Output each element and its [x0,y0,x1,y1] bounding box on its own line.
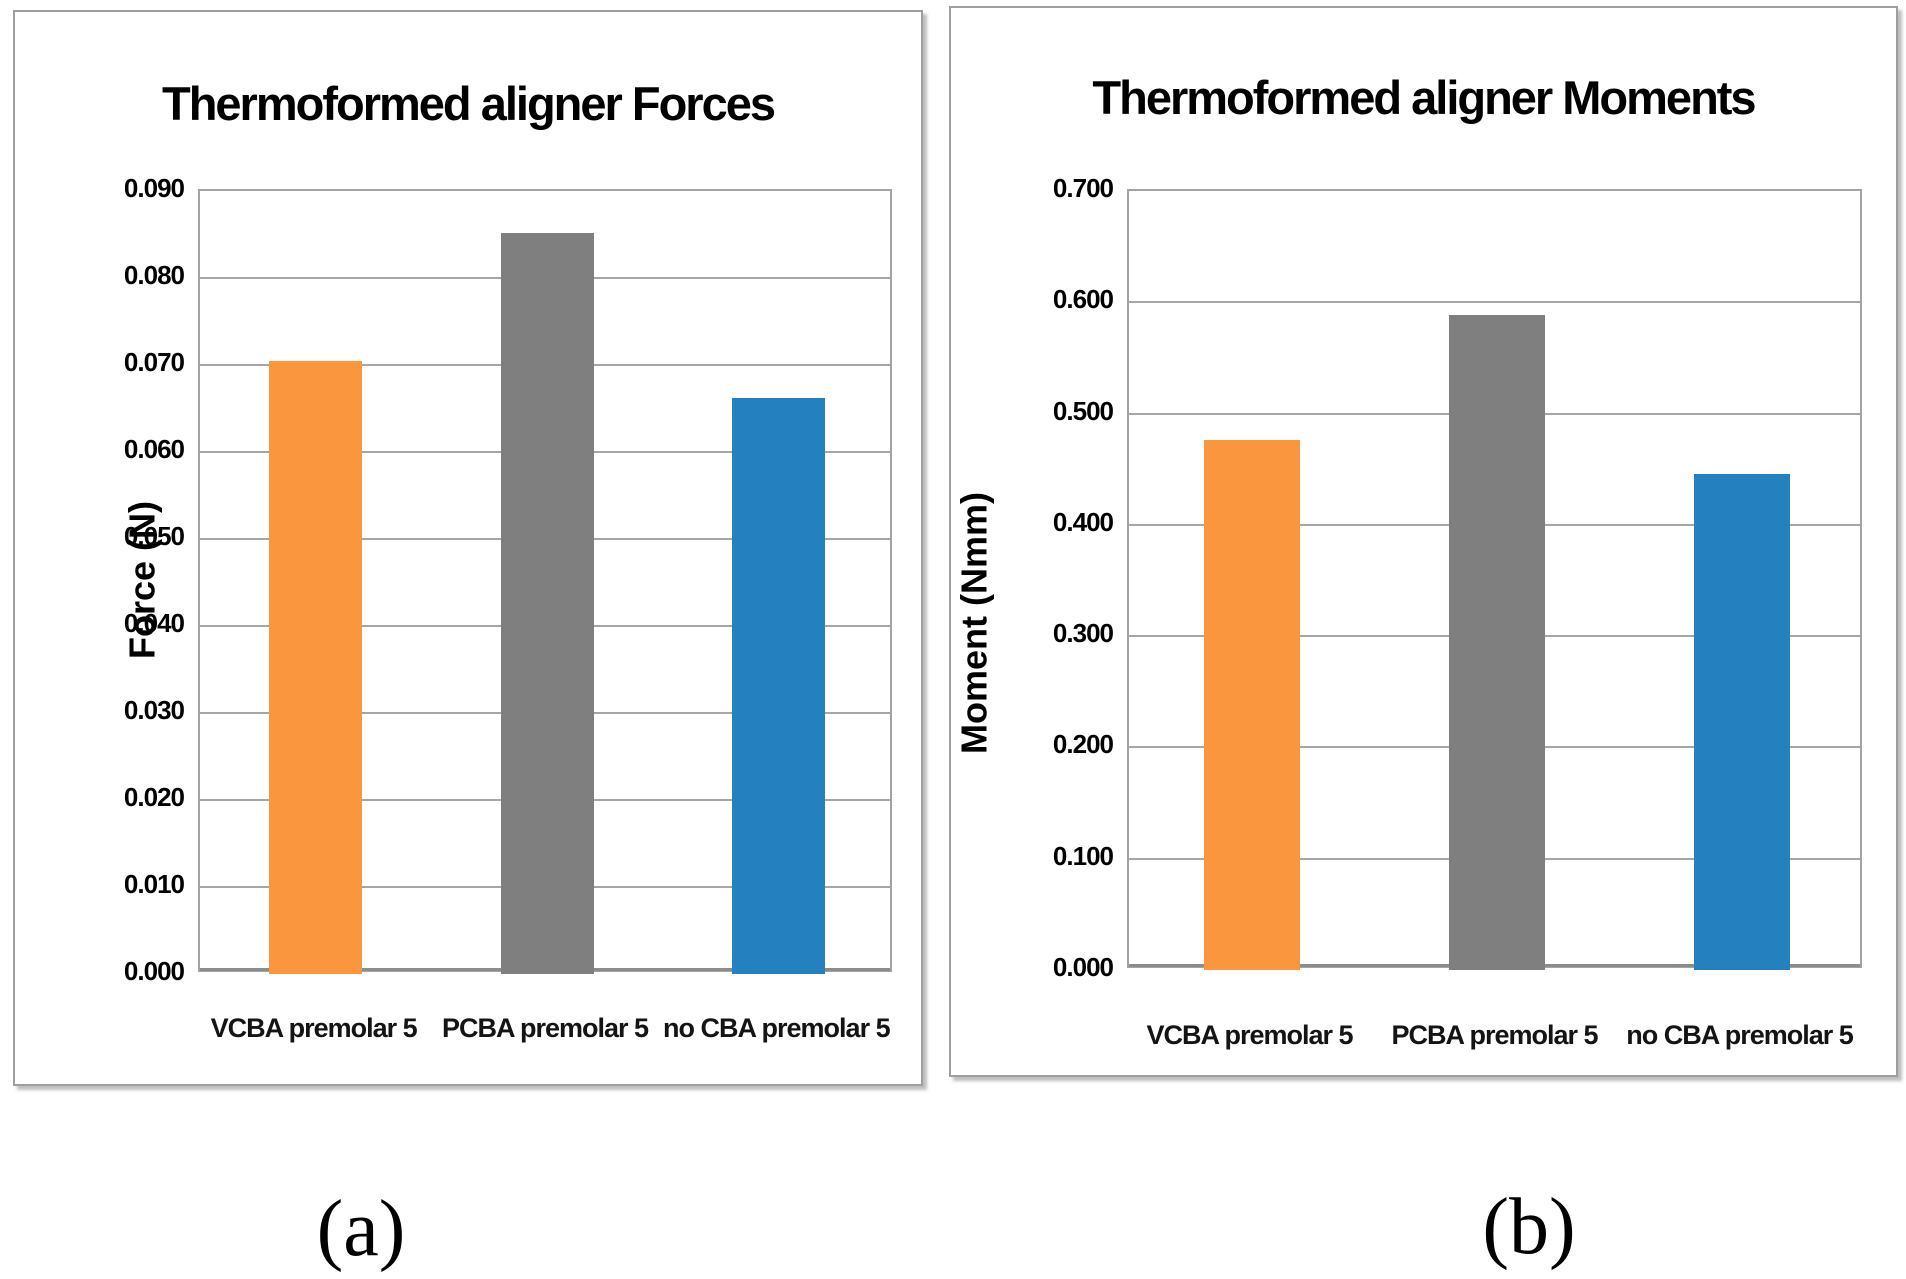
y-tick-label: 0.070 [123,347,185,377]
y-tick-label: 0.400 [1052,506,1114,537]
caption-a: (a) [316,1185,406,1273]
bar-vcba-premolar-5 [1203,440,1300,970]
y-tick-label: 0.060 [123,434,185,464]
plot-area [1127,189,1862,970]
y-tick-label: 0.050 [123,521,185,551]
x-category-label-no-cba-premolar-5: no CBA premolar 5 [663,1013,891,1043]
y-tick-label: 0.000 [123,956,185,986]
y-tick-label: 0.080 [123,260,185,290]
bar-no-cba-premolar-5 [731,398,825,974]
plot-area [198,189,892,974]
bar-pcba-premolar-5 [1448,314,1545,970]
y-axis-title: Moment (Nmm) [953,492,994,754]
y-tick-label: 0.090 [123,173,185,203]
y-tick-label: 0.700 [1052,173,1114,203]
bar-vcba-premolar-5 [269,360,363,974]
y-tick-label: 0.010 [123,869,185,899]
y-tick-label: 0.600 [1052,284,1114,315]
x-category-label-no-cba-premolar-5: no CBA premolar 5 [1626,1020,1854,1050]
x-category-label-pcba-premolar-5: PCBA premolar 5 [441,1013,649,1043]
chart-title: Thermoformed aligner Forces [162,77,776,130]
x-category-label-vcba-premolar-5: VCBA premolar 5 [1146,1020,1353,1050]
figure-panel-b: Thermoformed aligner Moments Moment (Nmm… [949,6,1898,1077]
y-tick-label: 0.020 [123,782,185,812]
chart-title: Thermoformed aligner Moments [1092,71,1756,124]
y-tick-label: 0.200 [1052,729,1114,760]
bar-pcba-premolar-5 [500,232,594,974]
y-tick-label: 0.000 [1052,952,1114,982]
x-category-label-vcba-premolar-5: VCBA premolar 5 [210,1013,418,1043]
x-category-label-pcba-premolar-5: PCBA premolar 5 [1391,1020,1598,1050]
figure-panel-a: Thermoformed aligner Forces Force (N) 0.… [13,10,923,1086]
y-tick-label: 0.030 [123,695,185,725]
y-axis-title: Force (N) [121,501,162,660]
y-tick-label: 0.500 [1052,395,1114,426]
y-tick-label: 0.040 [123,608,185,638]
y-tick-label: 0.300 [1052,618,1114,649]
bar-no-cba-premolar-5 [1693,473,1790,970]
caption-b: (b) [1482,1183,1576,1271]
gridline [1129,301,1860,304]
y-tick-label: 0.100 [1052,840,1114,871]
